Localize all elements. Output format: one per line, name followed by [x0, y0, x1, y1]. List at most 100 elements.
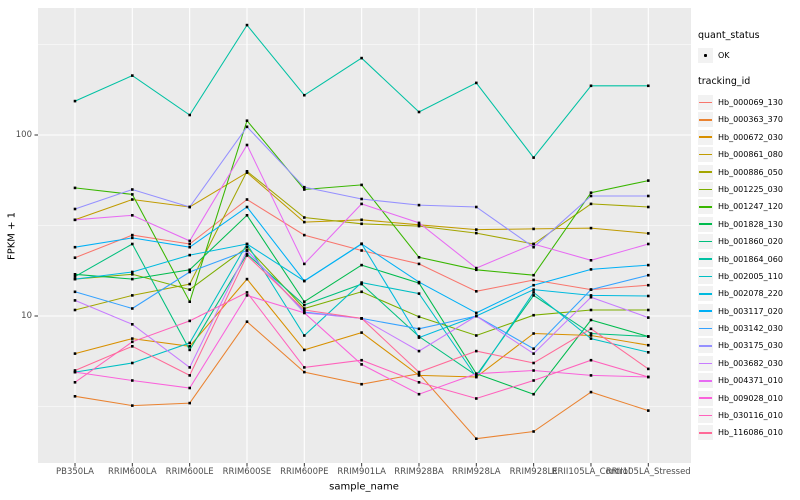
data-point	[360, 263, 363, 267]
data-point	[360, 331, 363, 334]
data-point	[417, 292, 421, 295]
legend-key	[698, 129, 713, 145]
data-point	[647, 283, 650, 287]
data-point	[131, 345, 134, 348]
legend-key	[698, 216, 713, 232]
x-tick-label: RRIM600PE	[280, 467, 329, 477]
data-point	[647, 409, 650, 412]
data-point	[417, 262, 421, 266]
data-point	[360, 382, 363, 386]
data-point	[475, 268, 478, 272]
data-point	[360, 363, 363, 366]
data-point	[360, 242, 363, 246]
data-point	[360, 290, 363, 294]
data-point	[475, 290, 478, 293]
legend-label-ok: OK	[718, 51, 730, 60]
data-point	[131, 270, 134, 274]
data-point	[188, 300, 191, 303]
data-point	[73, 256, 77, 259]
legend-label: Hb_000886_050	[718, 167, 783, 177]
legend-label: Hb_004371_010	[718, 376, 783, 386]
data-point	[647, 343, 650, 347]
data-point	[417, 221, 421, 225]
legend-item: Hb_116086_010	[698, 425, 798, 441]
data-point	[417, 336, 421, 339]
data-point	[417, 315, 421, 319]
data-point	[73, 352, 77, 355]
data-point	[532, 156, 535, 159]
legend-label: Hb_009028_010	[718, 393, 783, 403]
data-point	[532, 430, 535, 433]
data-point	[188, 319, 191, 323]
x-axis-title: sample_name	[329, 481, 399, 493]
data-point	[532, 283, 535, 287]
data-point	[475, 266, 478, 270]
data-point	[73, 99, 77, 103]
data-point	[131, 214, 134, 217]
data-point	[647, 179, 650, 182]
data-point	[131, 294, 134, 297]
data-point	[589, 288, 593, 291]
data-point	[245, 252, 249, 256]
data-point	[417, 256, 421, 259]
data-point	[647, 367, 650, 371]
data-point	[589, 318, 593, 322]
data-point	[73, 218, 77, 222]
line-swatch-icon	[699, 432, 712, 434]
data-point	[475, 397, 478, 400]
data-point	[245, 277, 249, 281]
data-point	[303, 303, 306, 307]
legend-label: Hb_000861_080	[718, 150, 783, 160]
legend-key	[698, 303, 713, 319]
legend-label: Hb_001247_120	[718, 202, 783, 212]
data-point	[589, 226, 593, 230]
data-point	[475, 334, 478, 337]
data-point	[589, 202, 593, 206]
data-point	[475, 374, 478, 377]
x-tick-label: RRII105LA_Stressed	[605, 467, 691, 477]
data-point	[188, 205, 191, 209]
data-point	[303, 370, 306, 374]
data-point	[188, 239, 191, 243]
data-point	[303, 279, 306, 283]
data-point	[647, 335, 650, 338]
data-point	[245, 170, 249, 173]
legend-label: Hb_001828_130	[718, 219, 783, 229]
data-point	[589, 327, 593, 331]
data-point	[245, 119, 249, 122]
data-point	[532, 273, 535, 277]
data-point	[188, 345, 191, 348]
x-tick-label: RRIM600LE	[165, 467, 214, 477]
line-swatch-icon	[699, 362, 712, 365]
data-point	[188, 245, 191, 249]
data-point	[532, 361, 535, 365]
data-point	[245, 198, 249, 201]
legend-title-tracking-id: tracking_id	[698, 76, 751, 87]
line-swatch-icon	[699, 223, 712, 226]
data-point	[417, 224, 421, 228]
data-point	[131, 379, 134, 382]
data-point	[188, 401, 191, 405]
data-point	[245, 23, 249, 27]
data-point	[475, 231, 478, 235]
data-point	[532, 392, 535, 396]
data-point	[360, 183, 363, 187]
legend-label: Hb_001864_060	[718, 254, 783, 264]
data-point	[360, 358, 363, 362]
x-tick-label: RRIM928BA	[394, 467, 444, 477]
legend-label: Hb_003117_020	[718, 306, 783, 316]
legend-key	[698, 164, 713, 180]
data-point	[417, 392, 421, 396]
data-point	[245, 249, 249, 252]
data-point	[131, 198, 134, 201]
data-point	[303, 233, 306, 237]
legend-item: Hb_000672_030	[698, 129, 798, 145]
data-point	[360, 218, 363, 222]
data-point	[417, 374, 421, 377]
data-point	[303, 216, 306, 219]
data-point	[245, 242, 249, 246]
data-point	[131, 74, 134, 77]
legend-key	[698, 373, 713, 389]
data-point	[188, 374, 191, 377]
data-point	[73, 277, 77, 281]
